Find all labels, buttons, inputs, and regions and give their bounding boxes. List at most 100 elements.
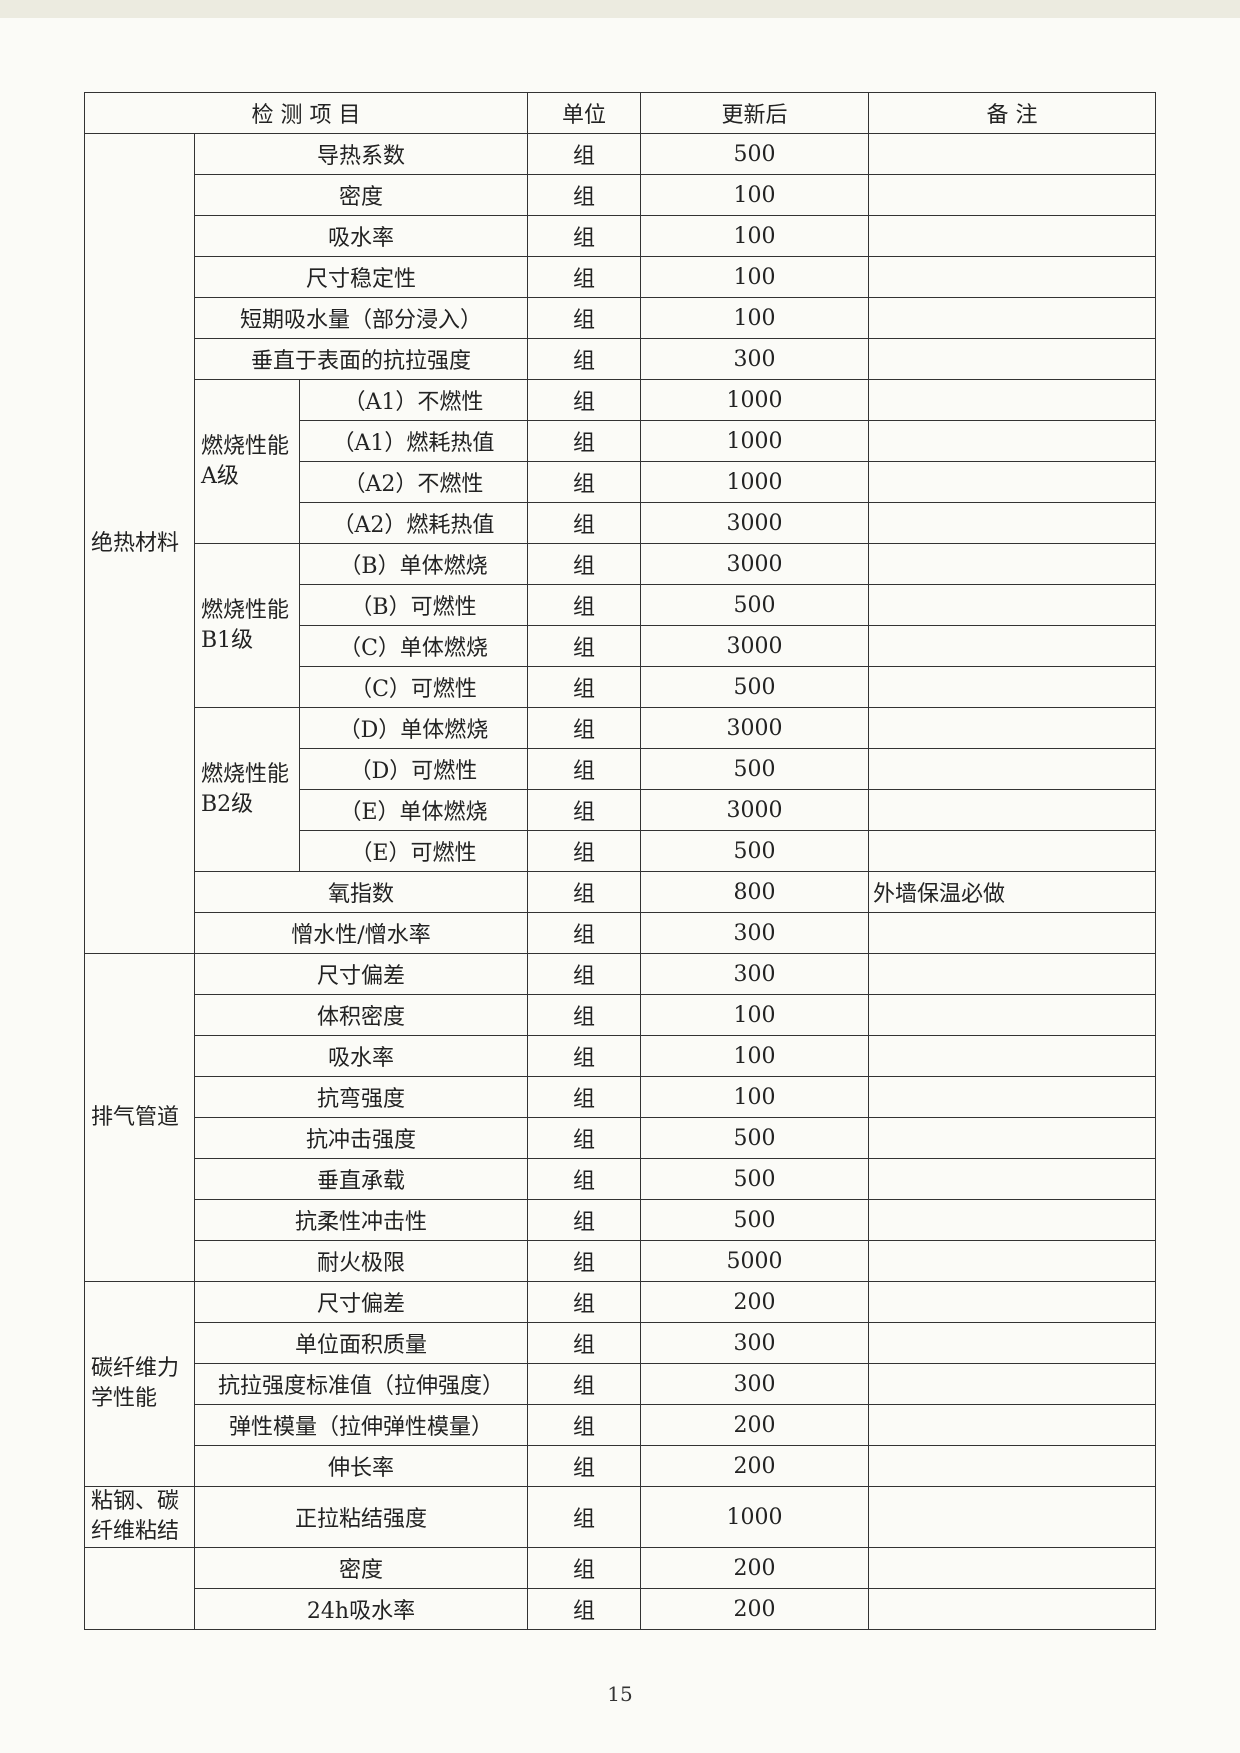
- unit-cell: 组: [527, 1158, 641, 1200]
- table-row: 密度组 100: [85, 174, 1156, 216]
- value-cell: 300: [640, 1322, 869, 1364]
- table-row: （E）可燃性组 500: [85, 830, 1156, 872]
- unit-cell: 组: [527, 543, 641, 585]
- table-row: 24h吸水率组 200: [85, 1588, 1156, 1630]
- unit-cell: 组: [527, 256, 641, 298]
- unit-cell: 组: [527, 912, 641, 954]
- unit-cell: 组: [527, 379, 641, 421]
- header-cell: 更新后: [640, 92, 869, 134]
- note-cell: [868, 379, 1156, 421]
- item-cell: 尺寸偏差: [194, 1281, 528, 1323]
- table-row: （B）可燃性组 500: [85, 584, 1156, 626]
- item-cell: 吸水率: [194, 215, 528, 257]
- table-row: 弹性模量（拉伸弹性模量）组 200: [85, 1404, 1156, 1446]
- note-cell: [868, 953, 1156, 995]
- unit-cell: 组: [527, 953, 641, 995]
- group-cell: 碳纤维力学性能: [84, 1281, 195, 1487]
- unit-cell: 组: [527, 215, 641, 257]
- unit-cell: 组: [527, 174, 641, 216]
- note-cell: [868, 461, 1156, 503]
- table-row: （E）单体燃烧组 3000: [85, 789, 1156, 831]
- note-cell: [868, 338, 1156, 380]
- table-row: 单位面积质量组 300: [85, 1322, 1156, 1364]
- table-row: 燃烧性能B1级 （B）单体燃烧组 3000: [85, 543, 1156, 708]
- item-cell: 吸水率: [194, 1035, 528, 1077]
- unit-cell: 组: [527, 1199, 641, 1241]
- note-cell: [868, 1322, 1156, 1364]
- item-cell: 单位面积质量: [194, 1322, 528, 1364]
- unit-cell: 组: [527, 1486, 641, 1548]
- unit-cell: 组: [527, 707, 641, 749]
- table-row: 密度组 200: [84, 1547, 1156, 1630]
- value-cell: 300: [640, 912, 869, 954]
- table-row: 耐火极限组 5000: [85, 1240, 1156, 1282]
- note-cell: [868, 133, 1156, 175]
- item-cell: 氧指数: [194, 871, 528, 913]
- value-cell: 3000: [640, 625, 869, 667]
- table-row: （D）可燃性组 500: [85, 748, 1156, 790]
- item-cell: 尺寸偏差: [194, 953, 528, 995]
- table-row: 短期吸水量（部分浸入）组 100: [85, 297, 1156, 339]
- unit-cell: 组: [527, 994, 641, 1036]
- unit-cell: 组: [527, 1445, 641, 1487]
- unit-cell: 组: [527, 502, 641, 544]
- note-cell: [868, 789, 1156, 831]
- value-cell: 1000: [640, 461, 869, 503]
- table-row: 燃烧性能A级 （A1）不燃性组 1000: [85, 379, 1156, 544]
- test-table: 检 测 项 目 单位 更新后 备 注 绝热材料 导热系数组 500 密度组 100 吸水率…: [84, 92, 1156, 1630]
- value-cell: 200: [640, 1588, 869, 1630]
- note-cell: [868, 625, 1156, 667]
- value-cell: 300: [640, 953, 869, 995]
- table-row: 憎水性/憎水率组 300: [85, 912, 1156, 954]
- value-cell: 100: [640, 1076, 869, 1118]
- table-row: 粘钢、碳纤维粘结 正拉粘结强度组 1000: [84, 1486, 1156, 1548]
- item-cell: （B）可燃性: [299, 584, 528, 626]
- value-cell: 100: [640, 297, 869, 339]
- note-cell: [868, 1076, 1156, 1118]
- item-cell: （A2）燃耗热值: [299, 502, 528, 544]
- unit-cell: 组: [527, 133, 641, 175]
- value-cell: 200: [640, 1281, 869, 1323]
- table-row: （A1）燃耗热值组 1000: [85, 420, 1156, 462]
- note-cell: [868, 994, 1156, 1036]
- table-row: 抗弯强度组 100: [85, 1076, 1156, 1118]
- unit-cell: 组: [527, 297, 641, 339]
- value-cell: 1000: [640, 379, 869, 421]
- item-cell: 抗拉强度标准值（拉伸强度）: [194, 1363, 528, 1405]
- table-row: 垂直于表面的抗拉强度组 300: [85, 338, 1156, 380]
- note-cell: [868, 830, 1156, 872]
- value-cell: 3000: [640, 707, 869, 749]
- item-cell: 尺寸稳定性: [194, 256, 528, 298]
- value-cell: 500: [640, 1158, 869, 1200]
- unit-cell: 组: [527, 625, 641, 667]
- table-row: 抗拉强度标准值（拉伸强度）组 300: [85, 1363, 1156, 1405]
- item-cell: 密度: [194, 1547, 528, 1589]
- header-cell: 备 注: [868, 92, 1156, 134]
- item-cell: 垂直承载: [194, 1158, 528, 1200]
- note-cell: [868, 297, 1156, 339]
- table-row: 尺寸稳定性组 100: [85, 256, 1156, 298]
- value-cell: 200: [640, 1547, 869, 1589]
- table-row: 氧指数组 800 外墙保温必做: [85, 871, 1156, 913]
- item-cell: （C）可燃性: [299, 666, 528, 708]
- value-cell: 500: [640, 1117, 869, 1159]
- value-cell: 1000: [640, 1486, 869, 1548]
- unit-cell: 组: [527, 1322, 641, 1364]
- unit-cell: 组: [527, 1035, 641, 1077]
- item-cell: 密度: [194, 174, 528, 216]
- scan-edge: [0, 0, 1240, 18]
- unit-cell: 组: [527, 789, 641, 831]
- value-cell: 100: [640, 215, 869, 257]
- value-cell: 500: [640, 830, 869, 872]
- table-row: （A2）不燃性组 1000: [85, 461, 1156, 503]
- unit-cell: 组: [527, 1240, 641, 1282]
- note-cell: [868, 174, 1156, 216]
- unit-cell: 组: [527, 1404, 641, 1446]
- item-cell: 伸长率: [194, 1445, 528, 1487]
- unit-cell: 组: [527, 584, 641, 626]
- item-cell: 正拉粘结强度: [194, 1486, 528, 1548]
- note-cell: [868, 215, 1156, 257]
- unit-cell: 组: [527, 461, 641, 503]
- value-cell: 1000: [640, 420, 869, 462]
